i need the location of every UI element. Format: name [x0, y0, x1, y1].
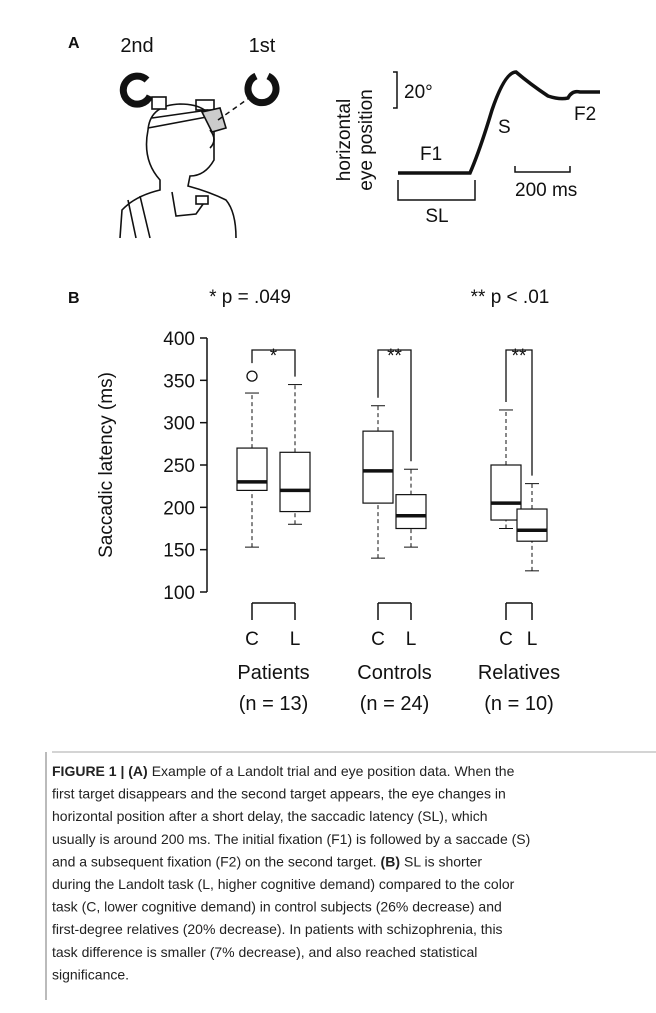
trace-label: S: [498, 117, 511, 138]
scale-label: 20°: [404, 82, 433, 103]
subject-drawing: [120, 97, 236, 238]
caption-line: and a subsequent fixation (F2) on the se…: [52, 853, 482, 869]
caption-line: usually is around 200 ms. The initial fi…: [52, 831, 530, 847]
y-tick-label: 300: [163, 414, 195, 435]
box: [363, 431, 393, 503]
caption-run: (B): [381, 853, 400, 869]
caption-run: first-degree relatives (20% decrease). I…: [52, 921, 503, 937]
caption-line: horizontal position after a short delay,…: [52, 808, 488, 824]
target-label: 1st: [249, 35, 276, 57]
figure: A 2nd 1st horizontal eye position 20° F1…: [0, 0, 656, 1013]
panel-label: A: [68, 35, 80, 52]
group-n: (n = 24): [360, 693, 429, 715]
box-label: C: [371, 629, 385, 650]
sig-label: **: [512, 346, 527, 367]
trace-label: F1: [420, 144, 442, 165]
box: [517, 509, 547, 541]
caption-line: during the Landolt task (L, higher cogni…: [52, 876, 515, 892]
caption-line: FIGURE 1 | (A)Example of a Landolt trial…: [52, 763, 515, 779]
trace-label: SL: [425, 206, 448, 227]
caption-line: significance.: [52, 966, 129, 982]
y-axis-label: Saccadic latency (ms): [96, 372, 117, 558]
caption-run: and a subsequent fixation (F2) on the se…: [52, 853, 377, 869]
sl-bracket: [398, 180, 475, 200]
caption-line: first-degree relatives (20% decrease). I…: [52, 921, 503, 937]
box-label: C: [499, 629, 513, 650]
group-name: Controls: [357, 662, 431, 684]
caption-run: usually is around 200 ms. The initial fi…: [52, 831, 530, 847]
group-n: (n = 10): [484, 693, 553, 715]
landolt-ring: [123, 76, 150, 104]
y-tick-label: 350: [163, 371, 195, 392]
sig-bracket: [506, 350, 532, 476]
annotation: * p = .049: [209, 287, 291, 308]
caption-run: FIGURE 1 | (A): [52, 763, 148, 779]
y-tick-label: 400: [163, 329, 195, 350]
caption-run: task (C, lower cognitive demand) in cont…: [52, 899, 502, 915]
box-label: L: [406, 629, 417, 650]
caption-run: significance.: [52, 966, 129, 982]
group-name: Relatives: [478, 662, 560, 684]
caption-run: during the Landolt task (L, higher cogni…: [52, 876, 515, 892]
axis-label: eye position: [356, 89, 377, 190]
y-tick-label: 150: [163, 541, 195, 562]
caption-run: Example of a Landolt trial and eye posit…: [152, 763, 515, 779]
target-label: 2nd: [120, 35, 153, 57]
landolt-ring: [248, 76, 276, 103]
group-name: Patients: [237, 662, 309, 684]
box: [396, 495, 426, 529]
scale-bar: [515, 166, 570, 172]
caption-line: first target disappears and the second t…: [52, 786, 506, 802]
y-tick-label: 100: [163, 583, 195, 604]
sig-label: **: [387, 346, 402, 367]
caption-run: horizontal position after a short delay,…: [52, 808, 488, 824]
caption-run: SL is shorter: [404, 853, 482, 869]
box-label: L: [527, 629, 538, 650]
caption-run: task difference is smaller (7% decrease)…: [52, 944, 477, 960]
y-tick-label: 250: [163, 456, 195, 477]
box: [237, 448, 267, 490]
box: [280, 452, 310, 511]
sig-label: *: [270, 346, 278, 367]
axis-label: horizontal: [334, 99, 355, 181]
group-n: (n = 13): [239, 693, 308, 715]
y-tick-label: 200: [163, 498, 195, 519]
caption-line: task (C, lower cognitive demand) in cont…: [52, 899, 502, 915]
scale-bar: [393, 72, 397, 108]
caption-run: first target disappears and the second t…: [52, 786, 506, 802]
box-label: L: [290, 629, 301, 650]
caption-line: task difference is smaller (7% decrease)…: [52, 944, 477, 960]
scale-label: 200 ms: [515, 180, 577, 201]
outlier: [247, 371, 257, 381]
trace-label: F2: [574, 104, 596, 125]
panel-label: B: [68, 290, 80, 307]
annotation: ** p < .01: [471, 287, 550, 308]
box-label: C: [245, 629, 259, 650]
